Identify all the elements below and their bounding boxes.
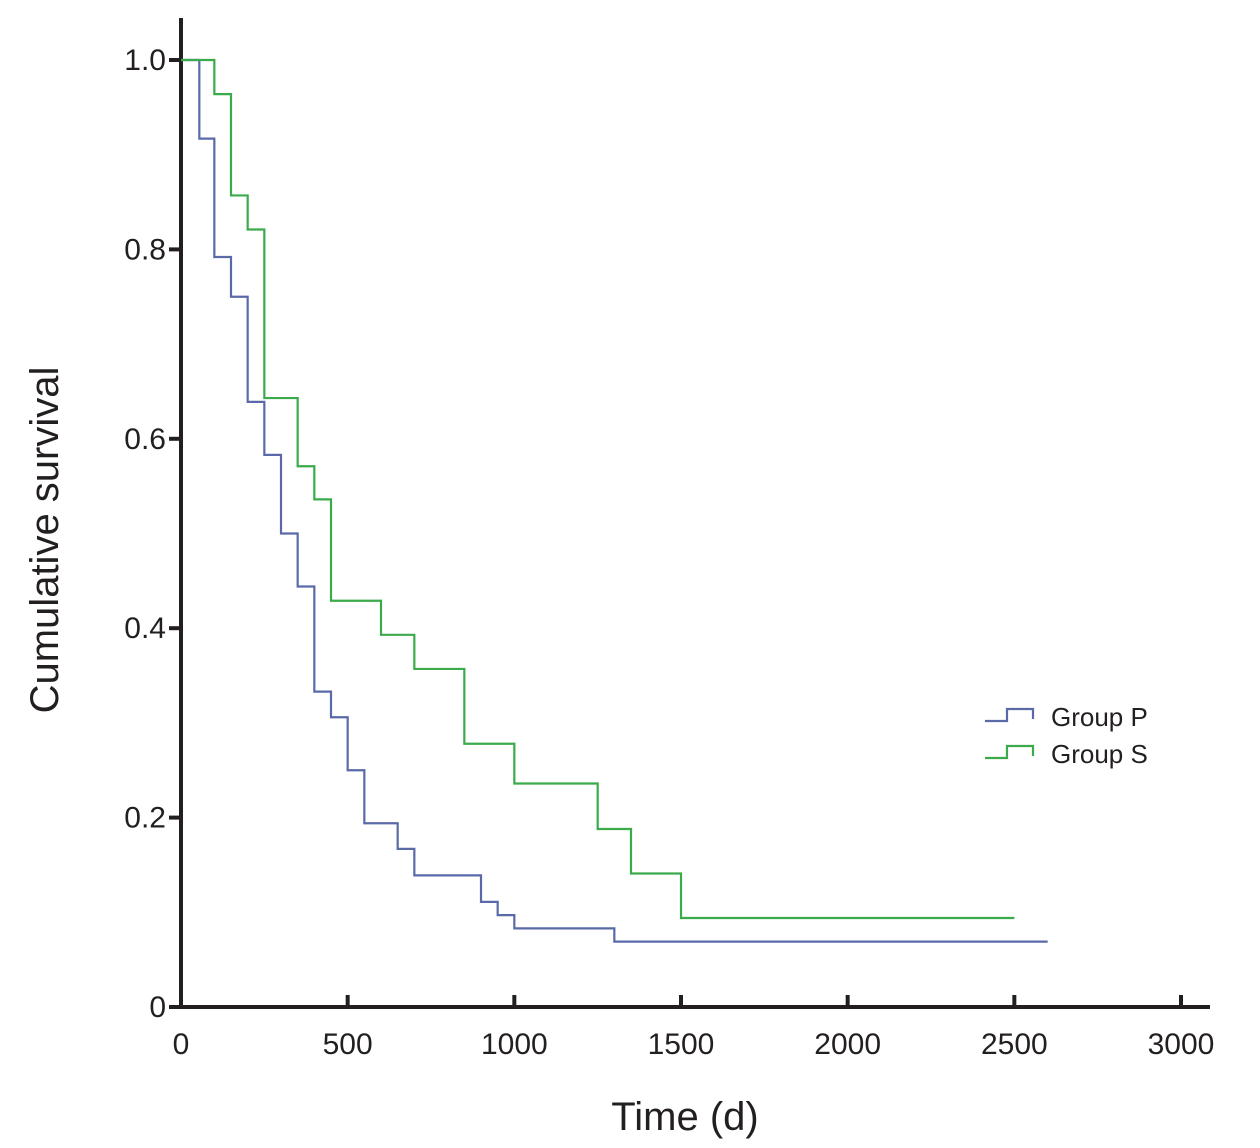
y-ticks: 0 0.2 0.4 0.6 0.8 1.0: [124, 44, 181, 1024]
y-tick-label: 0: [149, 991, 166, 1024]
y-tick-label: 0.6: [124, 423, 166, 456]
series-line-group-s: [181, 58, 1015, 920]
x-tick-label: 0: [173, 1028, 190, 1061]
y-tick-label: 0.4: [124, 612, 166, 645]
legend-swatch-group-p: [985, 707, 1035, 723]
x-tick-label: 2000: [814, 1028, 881, 1061]
x-tick-label: 1500: [648, 1028, 715, 1061]
series-line-group-p: [181, 58, 1048, 943]
x-axis-title: Time (d): [611, 1095, 758, 1139]
x-tick-label: 1000: [481, 1028, 548, 1061]
x-ticks: 0 500 1000 1500 2000 2500 3000: [173, 995, 1215, 1061]
x-tick-label: 500: [323, 1028, 373, 1061]
y-axis-title: Cumulative survival: [23, 367, 67, 714]
y-tick-label: 1.0: [124, 44, 166, 77]
x-tick-label: 3000: [1148, 1028, 1215, 1061]
legend-swatch-group-s: [985, 744, 1035, 760]
legend-label-group-p: Group P: [1051, 702, 1148, 732]
legend: Group P Group S: [985, 702, 1148, 769]
y-tick-label: 0.2: [124, 802, 166, 835]
series-layer: [181, 58, 1048, 943]
y-tick-label: 0.8: [124, 233, 166, 266]
legend-label-group-s: Group S: [1051, 739, 1148, 769]
axes: [179, 18, 1210, 1009]
x-tick-label: 2500: [981, 1028, 1048, 1061]
